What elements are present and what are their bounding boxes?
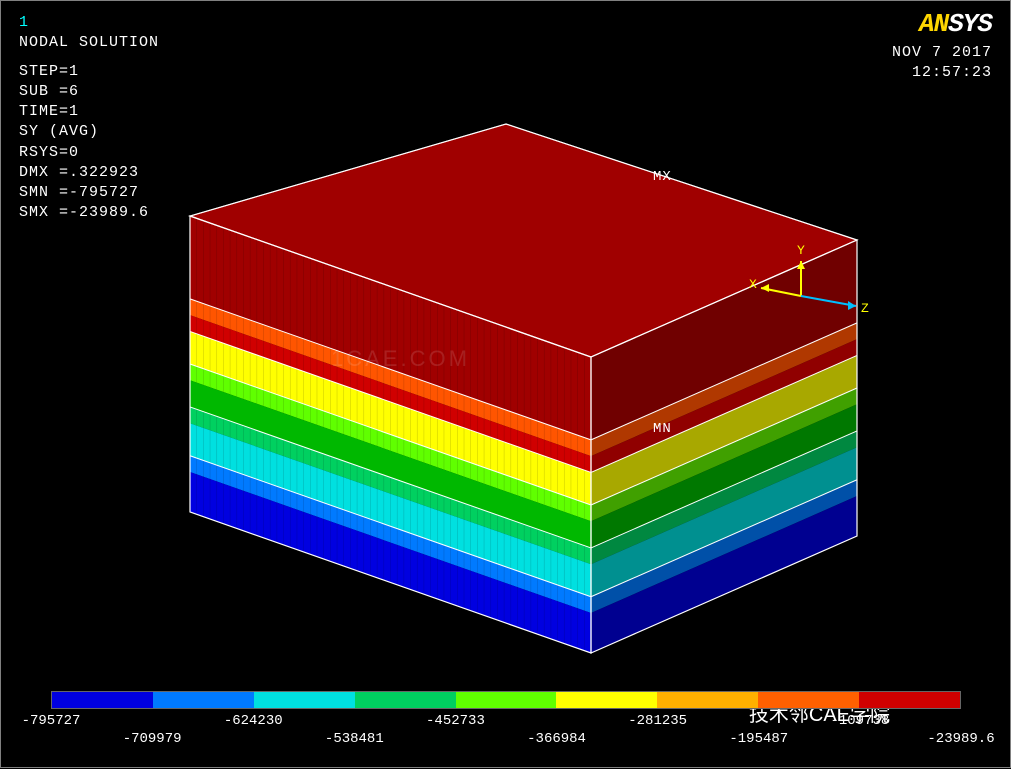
legend-label: -109738 xyxy=(830,713,889,729)
legend-segment xyxy=(859,692,960,708)
legend-segment xyxy=(355,692,456,708)
axis-y: Y xyxy=(797,243,805,258)
legend-bar xyxy=(51,691,961,709)
watermark-center: 1CAE.COM xyxy=(331,346,470,372)
legend-segment xyxy=(556,692,657,708)
legend-label: -366984 xyxy=(527,731,586,747)
color-legend: -795727-709979-624230-538481-452733-3669… xyxy=(51,691,961,749)
axis-x: X xyxy=(749,277,757,292)
legend-labels: -795727-709979-624230-538481-452733-3669… xyxy=(51,709,961,749)
model-view: Y X Z xyxy=(1,1,1011,769)
legend-segment xyxy=(657,692,758,708)
max-marker: MX xyxy=(653,169,672,185)
legend-label: -795727 xyxy=(22,713,81,729)
legend-segment xyxy=(52,692,153,708)
axis-z: Z xyxy=(861,301,869,316)
legend-label: -195487 xyxy=(729,731,788,747)
legend-label: -452733 xyxy=(426,713,485,729)
min-marker: MN xyxy=(653,421,672,437)
legend-segment xyxy=(254,692,355,708)
legend-label: -709979 xyxy=(123,731,182,747)
legend-segment xyxy=(153,692,254,708)
legend-label: -624230 xyxy=(224,713,283,729)
legend-label: -538481 xyxy=(325,731,384,747)
legend-segment xyxy=(456,692,557,708)
legend-segment xyxy=(758,692,859,708)
legend-label: -23989.6 xyxy=(927,731,994,747)
legend-label: -281235 xyxy=(628,713,687,729)
